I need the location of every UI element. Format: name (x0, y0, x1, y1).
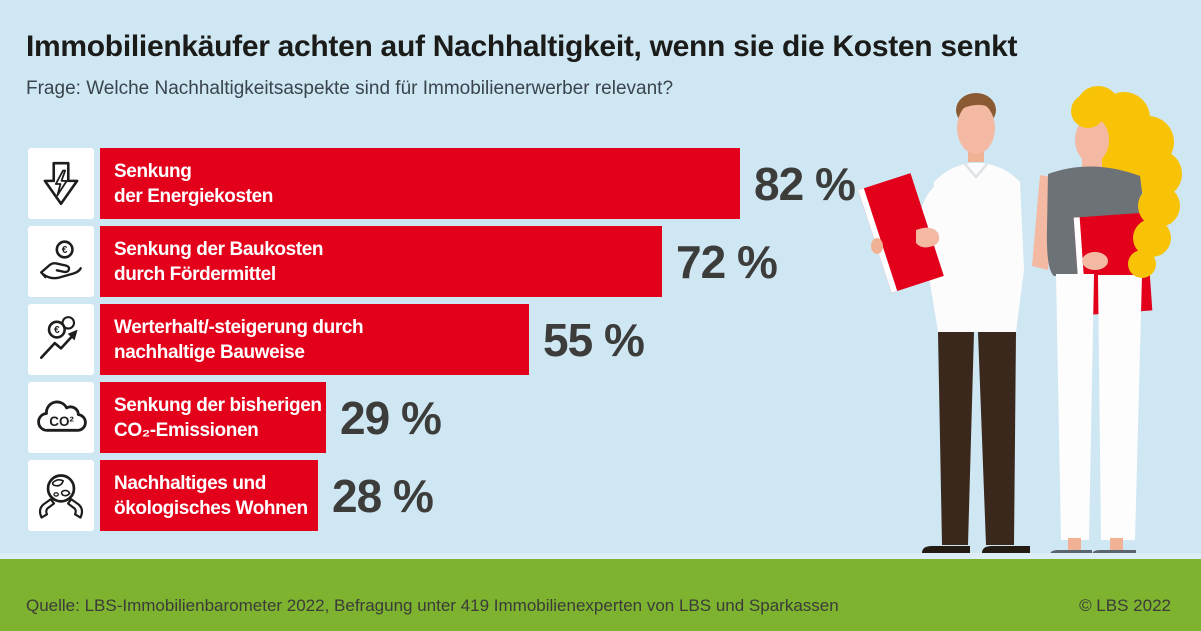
bar-label-line1: Senkung der Baukosten (114, 238, 324, 260)
survey-question: Frage: Welche Nachhaltigkeitsaspekte sin… (26, 78, 674, 99)
icon-box: € (28, 226, 94, 297)
svg-text:CO²: CO² (49, 413, 74, 428)
couple-illustration (858, 86, 1182, 560)
value-growth-icon: € (39, 315, 78, 359)
bar-label-line2: ökologisches Wohnen (114, 497, 308, 519)
bar-segment: Senkung der Baukosten durch Fördermittel (100, 226, 662, 297)
horizon-line (0, 553, 1201, 559)
globe-in-hands-icon (38, 473, 84, 519)
co2-cloud-icon: CO² (37, 400, 87, 432)
copyright-text: © LBS 2022 (1079, 596, 1171, 615)
woman-figure (1032, 86, 1182, 560)
bar-label-line1: Nachhaltiges und (114, 472, 266, 494)
icon-box: CO² (28, 382, 94, 453)
man-figure (858, 93, 1030, 560)
bar-segment: Werterhalt/-steigerung durch nachhaltige… (100, 304, 529, 375)
bar-chart: Senkung der Energiekosten 82 % € Senkung… (28, 148, 856, 538)
page-title: Immobilienkäufer achten auf Nachhaltigke… (26, 30, 1018, 63)
bar-label-line1: Senkung der bisherigen (114, 394, 322, 416)
euro-coin-hand-icon: € (40, 239, 82, 279)
woman-hair-front (1128, 185, 1180, 278)
bar-label-line2: CO₂-Emissionen (114, 419, 259, 441)
bar-value-label: 29 % (340, 391, 442, 444)
ground-strip: Quelle: LBS-Immobilienbarometer 2022, Be… (0, 559, 1201, 631)
bar-label-line2: durch Fördermittel (114, 263, 276, 285)
bar-segment: Senkung der bisherigen CO₂-Emissionen (100, 382, 326, 453)
bar-value-label: 28 % (332, 469, 434, 522)
bar-segment: Senkung der Energiekosten (100, 148, 740, 219)
energy-cost-arrow-down-icon (43, 161, 79, 205)
bar-value-label: 55 % (543, 313, 645, 366)
bar-label-line1: Werterhalt/-steigerung durch (114, 316, 364, 338)
bar-value-label: 72 % (676, 235, 778, 288)
bar-row-co2-emissionen: CO² Senkung der bisherigen CO₂-Emissione… (28, 382, 855, 453)
bar-label-line2: nachhaltige Bauweise (114, 341, 305, 363)
bar-row-oekologisches-wohnen: Nachhaltiges und ökologisches Wohnen 28 … (28, 460, 855, 531)
source-text: Quelle: LBS-Immobilienbarometer 2022, Be… (26, 596, 839, 615)
svg-text:€: € (54, 325, 60, 336)
bar-row-energiekosten: Senkung der Energiekosten 82 % (28, 148, 856, 219)
icon-box: € (28, 304, 94, 375)
bar-segment: Nachhaltiges und ökologisches Wohnen (100, 460, 318, 531)
bar-label-line1: Senkung (114, 160, 192, 182)
icon-box (28, 460, 94, 531)
bar-row-werterhalt: € Werterhalt/-steigerung durch nachhalti… (28, 304, 855, 375)
svg-text:€: € (62, 245, 68, 256)
bar-row-baukosten: € Senkung der Baukosten durch Fördermitt… (28, 226, 855, 297)
bar-value-label: 82 % (754, 157, 856, 210)
bar-label-line2: der Energiekosten (114, 185, 273, 207)
icon-box (28, 148, 94, 219)
